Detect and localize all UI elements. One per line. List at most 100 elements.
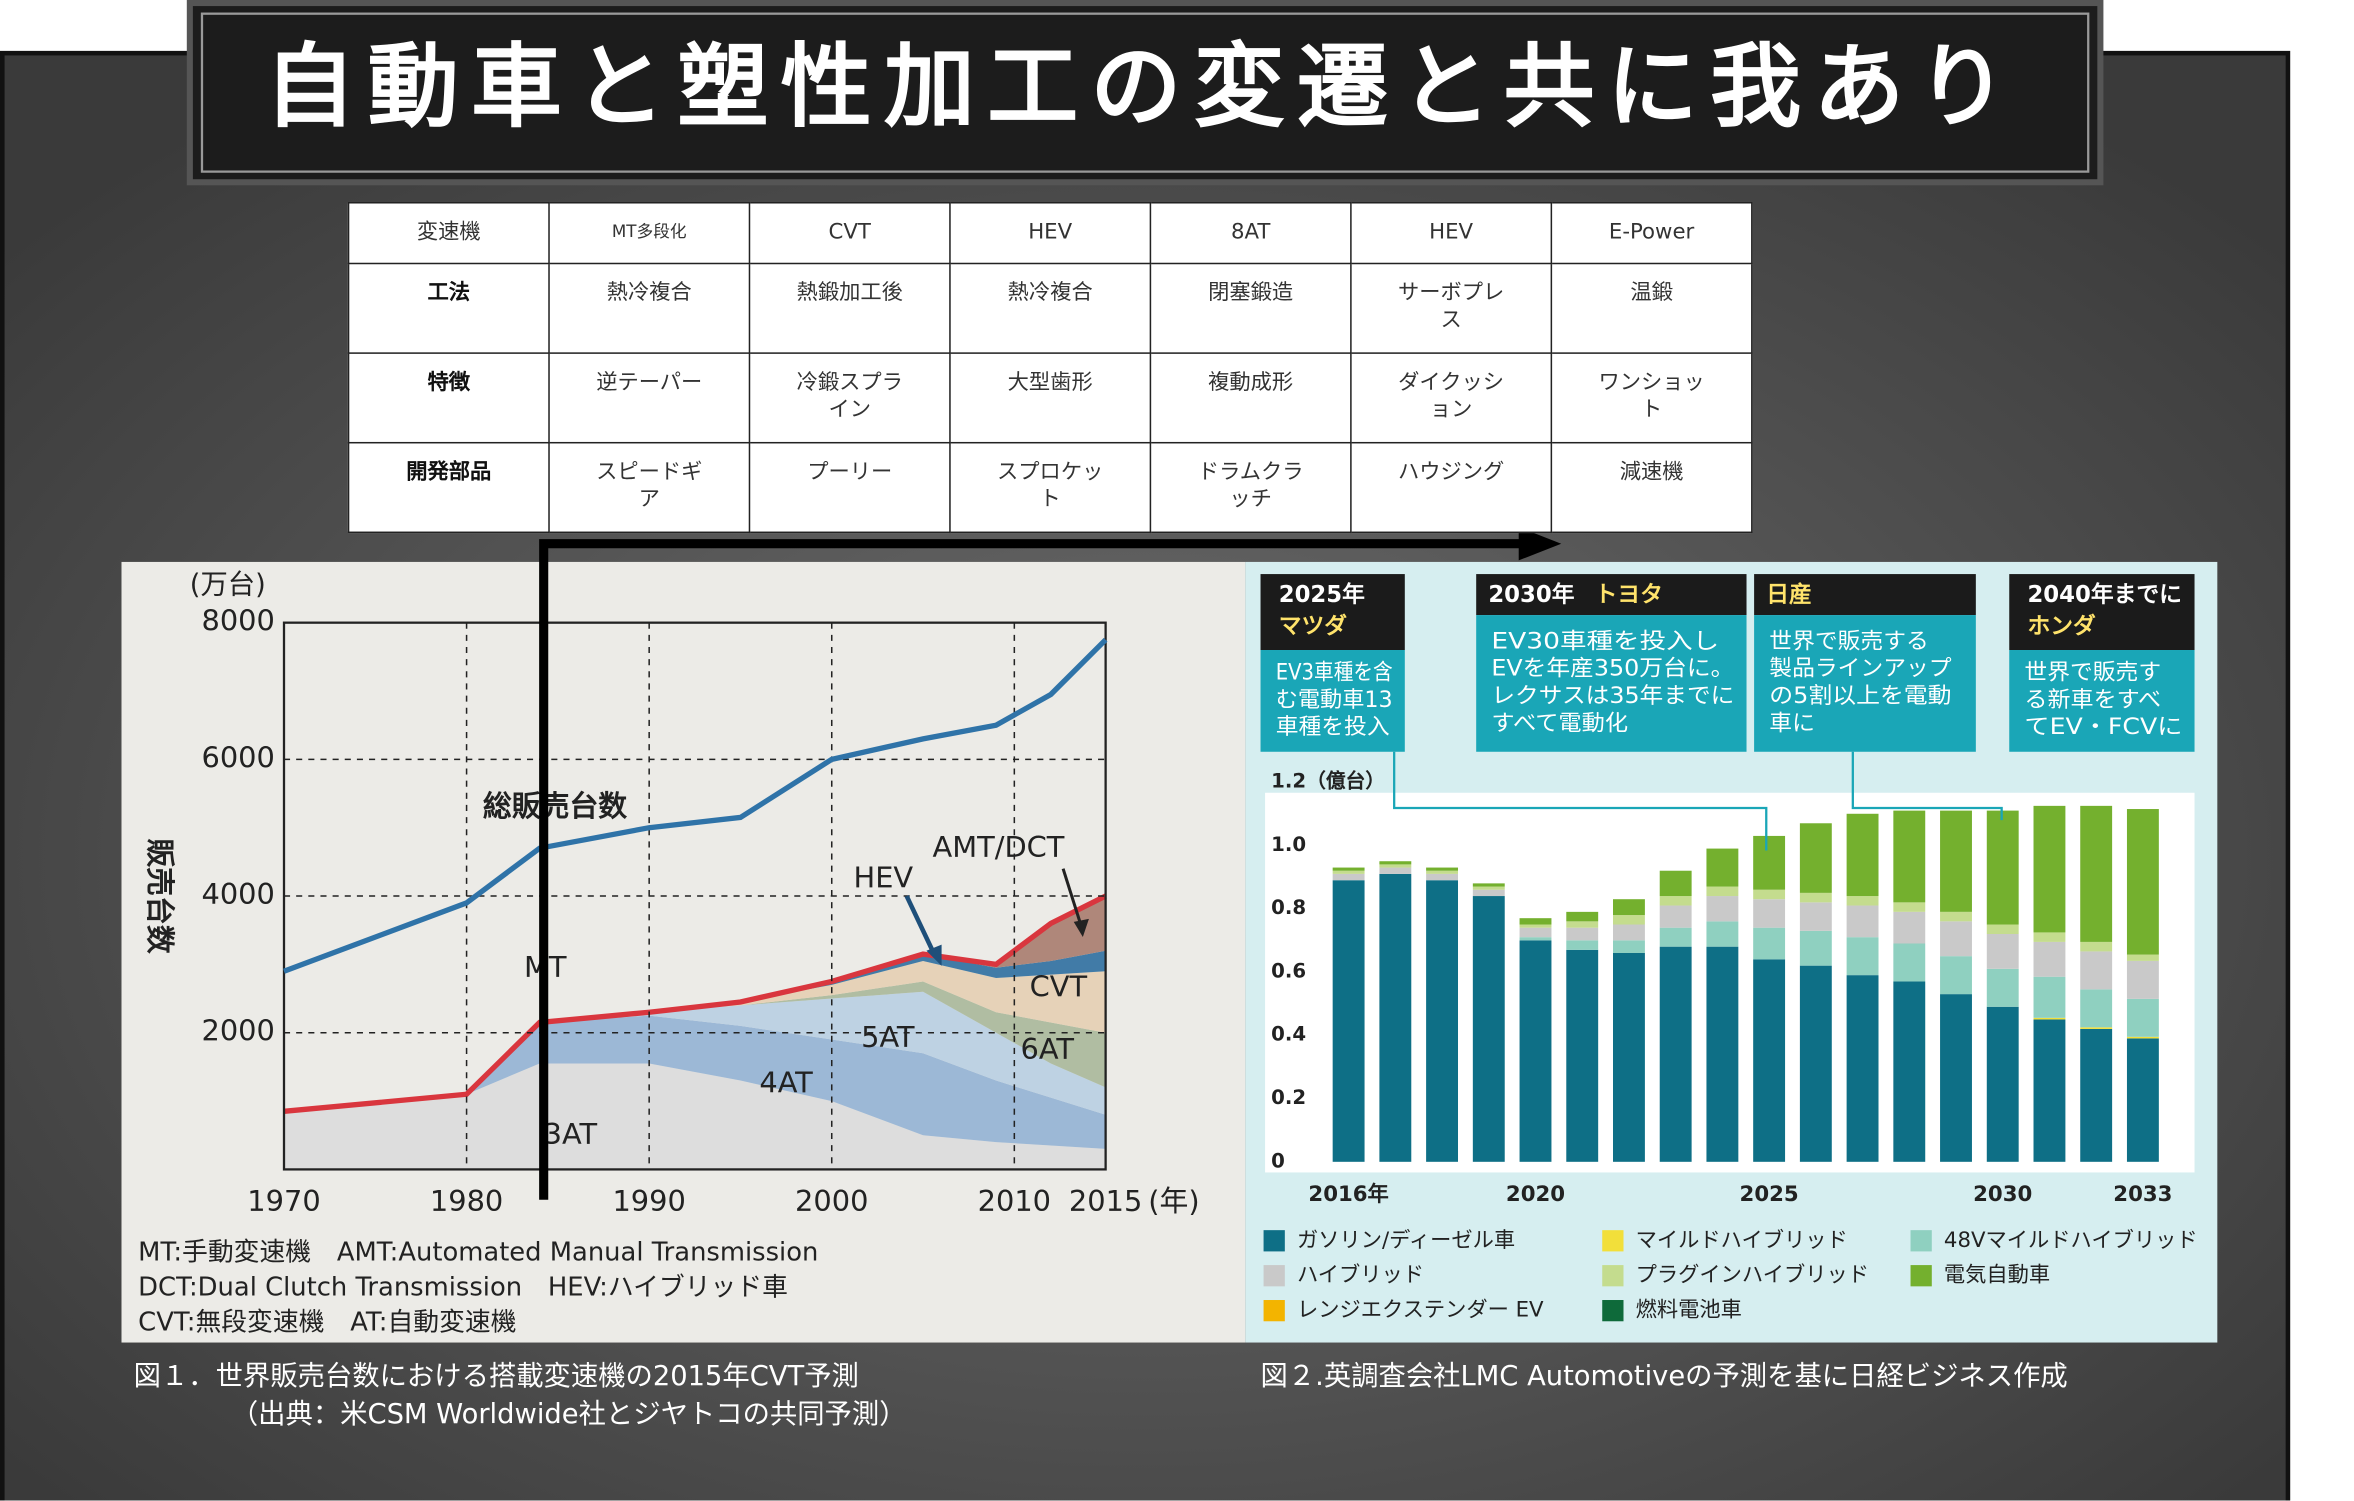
legend-swatch (1910, 1265, 1932, 1287)
legend-label: 電気自動車 (1944, 1263, 2050, 1288)
table-row: 変速機 MT多段化 CVT HEV 8AT HEV E-Power (347, 201, 1753, 265)
callout-text: すべて電動化 (1491, 711, 1628, 736)
y-tick-label: 0.2 (1271, 1086, 1306, 1109)
y-tick-label: 2000 (201, 1014, 274, 1048)
table-cell: 特徴 (347, 352, 550, 444)
table-cell: 閉塞鍛造 (1149, 262, 1352, 354)
x-tick-label: 2016年 (1308, 1181, 1388, 1207)
series-label: 3AT (544, 1117, 598, 1151)
table-cell: 逆テーパー (548, 352, 751, 444)
y-tick-label: 6000 (201, 740, 274, 774)
table-cell: 熱冷複合 (548, 262, 751, 354)
bar-segment (2126, 954, 2159, 961)
caption: 図１．世界販売台数における搭載変速機の2015年CVT予測 (134, 1361, 859, 1392)
table-cell: 8AT (1149, 201, 1352, 265)
table-row: 開発部品 スピードギア プーリー スプロケット ドラムクラッチ ハウジング 減速機 (347, 441, 1753, 534)
note: MT:手動変速機 AMT:Automated Manual Transmissi… (138, 1237, 818, 1267)
x-tick-label: 2033 (2113, 1182, 2172, 1207)
bar-segment (2126, 1036, 2159, 1039)
amt-pointer (1061, 868, 1083, 927)
connector (1393, 751, 1768, 851)
y-tick-label: 1.2（億台） (1271, 770, 1385, 793)
stack-top-line (283, 893, 1107, 1114)
bar-segment (1379, 861, 1412, 865)
bar-segment (1706, 946, 1739, 1162)
bar-segment (1893, 911, 1926, 944)
bar-segment (2033, 1017, 2066, 1020)
table-cell: E-Power (1550, 201, 1753, 265)
bar-segment (1753, 927, 1786, 960)
series-label: 5AT (861, 1020, 915, 1054)
bar-segment (1846, 905, 1879, 938)
legend-label: プラグインハイブリッド (1636, 1263, 1869, 1288)
callout-body (1754, 615, 1976, 752)
bar-segment (1566, 940, 1599, 950)
series-label: 総販売台数 (483, 789, 627, 823)
table-cell: 熱鍛加工後 (748, 262, 951, 354)
bar-segment (2080, 951, 2113, 990)
bar-segment (2033, 805, 2066, 933)
bar-segment (1986, 968, 2019, 1007)
legend-swatch (1263, 1265, 1285, 1287)
bar-segment (1706, 921, 1739, 947)
bar-segment (2033, 976, 2066, 1018)
table-cell: HEV (1350, 201, 1553, 265)
table-cell: 温鍛 (1550, 262, 1753, 354)
bar-segment (1519, 927, 1552, 938)
flow-arrow (539, 539, 1525, 1200)
table-cell: CVT (748, 201, 951, 265)
bar-segment (2126, 960, 2159, 999)
x-unit: (年) (1148, 1184, 1199, 1218)
x-tick-label: 2000 (795, 1184, 868, 1218)
note: DCT:Dual Clutch Transmission HEV:ハイブリッド車 (138, 1272, 788, 1302)
bar-segment (1659, 905, 1692, 928)
callout-year: 2040年までに (2027, 581, 2181, 608)
hev-pointer-head (926, 944, 942, 966)
bar-segment (1893, 902, 1926, 912)
flow-arrow-head (1518, 526, 1562, 561)
amt-pointer-head (1073, 918, 1089, 938)
bar-segment (2126, 809, 2159, 955)
caption: （出典：米CSM Worldwide社とジヤトコの共同予測） (231, 1399, 907, 1430)
bar-segment (2126, 1038, 2159, 1162)
bar-segment (1846, 975, 1879, 1162)
series-label: CVT (1030, 970, 1088, 1004)
legend-label: ハイブリッド (1297, 1263, 1424, 1288)
bar-segment (1846, 937, 1879, 976)
callout-header (1754, 574, 1976, 616)
bar-segment (1659, 927, 1692, 947)
bar-segment (1519, 937, 1552, 941)
bar-segment (1613, 924, 1645, 941)
plot-frame (282, 621, 1107, 1171)
table-cell: MT多段化 (548, 201, 751, 265)
table-cell: 工法 (347, 262, 550, 354)
y-tick-label: 0.8 (1271, 896, 1306, 919)
callout-body (1476, 615, 1747, 752)
bar-segment (1753, 835, 1786, 890)
y-tick-label: 8000 (201, 604, 274, 638)
bar-segment (1426, 873, 1459, 881)
y-tick-label: 0 (1271, 1149, 1285, 1172)
bar-segment (2080, 805, 2113, 942)
bar-segment (1659, 870, 1692, 897)
bar-segment (1613, 952, 1645, 1162)
callout-text: 車種を投入 (1276, 715, 1390, 740)
note: CVT:無段変速機 AT:自動変速機 (138, 1307, 516, 1337)
bar-segment (1986, 924, 2019, 935)
table-cell: 大型歯形 (949, 352, 1152, 444)
bar-segment (1659, 896, 1692, 906)
bar-segment (1799, 902, 1832, 931)
bar-segment (1472, 883, 1505, 887)
bar-segment (2080, 989, 2113, 1028)
legend-label: ガソリン/ディーゼル車 (1297, 1228, 1515, 1253)
callout-body (1260, 650, 1405, 752)
callout-company: トヨタ (1595, 582, 1663, 608)
bar-segment (1426, 880, 1459, 1162)
bar-segment (1566, 911, 1599, 922)
callout-year: 2030年 (1488, 581, 1574, 608)
legend-swatch (1602, 1265, 1624, 1287)
x-tick-label: 2010 (978, 1184, 1051, 1218)
bar-segment (1379, 864, 1412, 868)
